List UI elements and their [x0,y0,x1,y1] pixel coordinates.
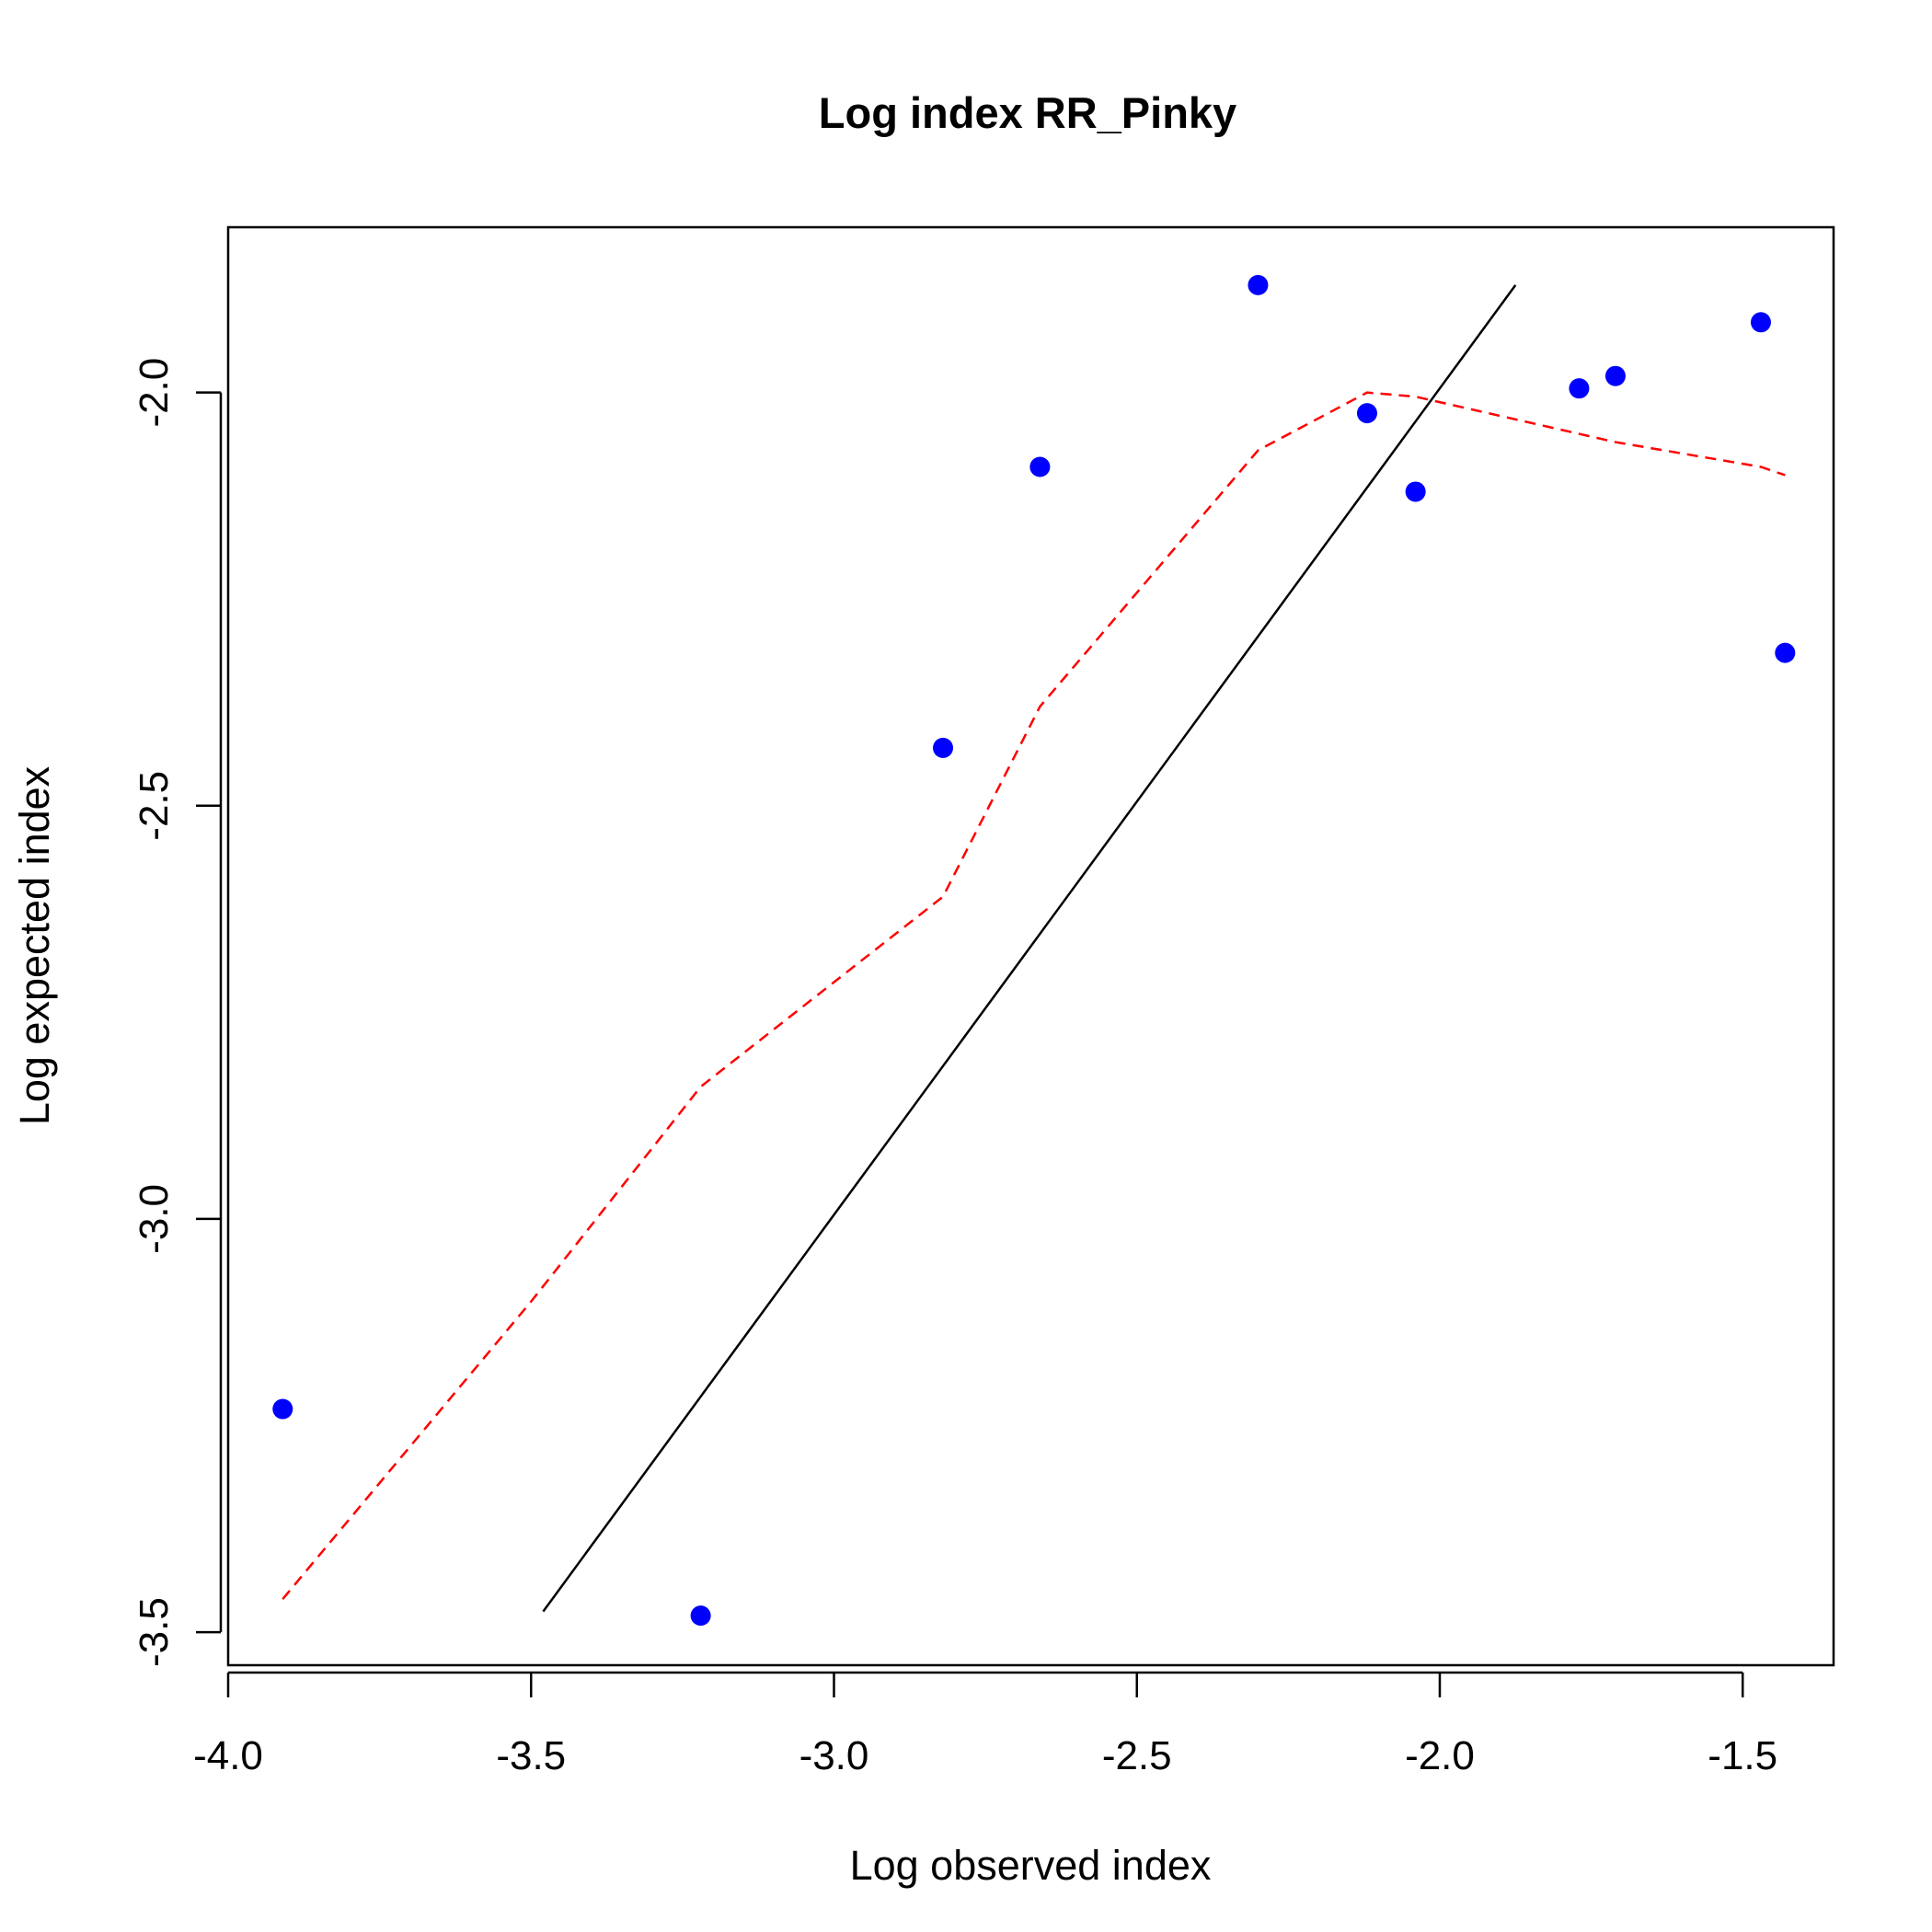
reference-line [542,284,1517,1613]
x-axis-label: Log observed index [850,1842,1212,1889]
smooth-line [282,391,1786,1600]
data-point [690,1605,711,1627]
data-point [1029,456,1051,477]
y-tick-label: -2.0 [132,358,177,428]
data-point [1405,481,1426,502]
x-tick-label: -2.0 [1405,1733,1475,1778]
x-tick-label: -3.5 [496,1733,566,1778]
data-point [1604,365,1626,386]
y-tick-label: -3.5 [132,1597,177,1667]
x-axis: -4.0 -3.5 -3.0 -2.5 -2.0 -1.5 [193,1671,1777,1778]
x-tick-label: -2.5 [1102,1733,1172,1778]
y-tick-label: -3.0 [132,1184,177,1254]
data-point [272,1398,293,1420]
data-point [1248,274,1269,295]
x-tick-label: -4.0 [193,1733,263,1778]
data-point [1569,378,1590,399]
series-layer [272,274,1796,1627]
x-tick-label: -1.5 [1708,1733,1777,1778]
y-axis-label: Log expected index [11,765,58,1125]
y-axis: -3.5 -3.0 -2.5 -2.0 [132,358,223,1667]
chart-title: Log index RR_Pinky [819,88,1236,137]
plot-frame [226,225,1835,1667]
y-tick-label: -2.5 [132,771,177,841]
data-point [933,737,954,758]
data-point [1356,403,1377,424]
data-point [1750,312,1771,333]
data-point [1775,642,1796,663]
x-tick-label: -3.0 [799,1733,869,1778]
